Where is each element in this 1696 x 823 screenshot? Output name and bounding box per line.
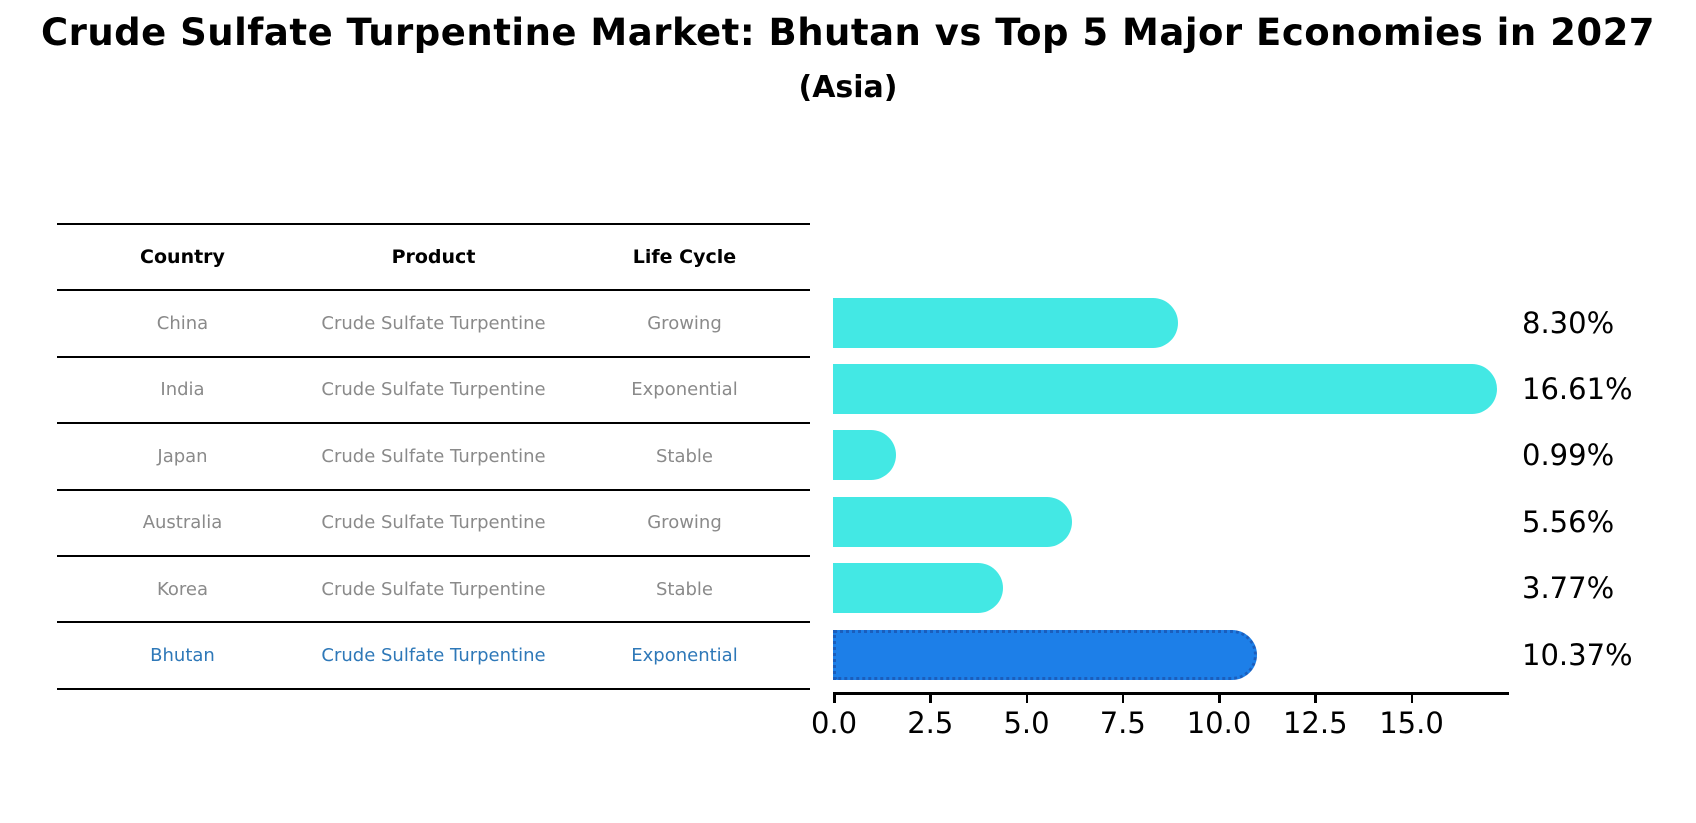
cell-life-cycle: Growing — [647, 313, 722, 335]
bar-china — [833, 297, 1178, 348]
x-axis-tick-label: 10.0 — [1186, 706, 1252, 740]
x-axis-tick-label: 5.0 — [1003, 706, 1050, 740]
x-axis-tick-label: 7.5 — [1099, 706, 1146, 740]
chart-subtitle: (Asia) — [798, 70, 898, 105]
header-product: Product — [391, 246, 476, 269]
table-row-australia: Australia Crude Sulfate Turpentine Growing — [57, 488, 810, 555]
table-header-row: Country Product Life Cycle — [57, 223, 810, 289]
cell-country: Japan — [157, 445, 208, 467]
x-axis-tick-label: 2.5 — [907, 706, 954, 740]
x-axis-tick — [1218, 694, 1221, 703]
cell-life-cycle: Stable — [655, 445, 713, 467]
value-label-korea: 3.77% — [1522, 571, 1615, 606]
value-label-japan: 0.99% — [1522, 438, 1615, 473]
table-row-bhutan: Bhutan Crude Sulfate Turpentine Exponentia… — [57, 621, 810, 687]
cell-product: Crude Sulfate Turpentine — [321, 512, 546, 534]
x-axis-line — [833, 692, 1509, 695]
x-axis-tick-label: 0.0 — [810, 706, 858, 740]
table-row-japan: Japan Crude Sulfate Turpentine Stable — [57, 422, 810, 488]
bar-india — [833, 364, 1498, 414]
x-axis-tick — [1410, 694, 1413, 703]
cell-life-cycle: Stable — [655, 578, 713, 600]
cell-country: China — [156, 313, 209, 335]
bar-australia — [833, 496, 1073, 547]
header-country: Country — [140, 246, 225, 269]
value-label-china: 8.30% — [1522, 305, 1615, 340]
country-table: Country Product Life Cycle China Crude Su… — [57, 223, 810, 690]
x-axis-tick — [1121, 694, 1125, 703]
value-label-australia: 5.56% — [1522, 504, 1615, 539]
cell-country: Australia — [142, 512, 223, 534]
value-label-india: 16.61% — [1522, 372, 1633, 406]
cell-life-cycle: Exponential — [631, 379, 738, 401]
cell-country: Bhutan — [150, 645, 215, 667]
cell-product: Crude Sulfate Turpentine — [321, 578, 546, 600]
cell-life-cycle: Growing — [647, 512, 722, 534]
cell-product: Crude Sulfate Turpentine — [321, 445, 546, 467]
cell-country: India — [160, 379, 205, 401]
table-row-korea: Korea Crude Sulfate Turpentine Stable — [57, 554, 810, 621]
x-axis-tick-label: 15.0 — [1379, 706, 1444, 740]
value-label-bhutan: 10.37% — [1522, 637, 1633, 672]
cell-product: Crude Sulfate Turpentine — [321, 379, 546, 401]
table-row-india: India Crude Sulfate Turpentine Exponential — [57, 355, 810, 422]
bar-korea — [833, 563, 1004, 614]
header-life-cycle: Life Cycle — [632, 246, 737, 269]
x-axis-tick — [1314, 694, 1317, 703]
cell-life-cycle: Exponential — [631, 645, 738, 667]
bar-bhutan — [833, 629, 1258, 680]
x-axis-tick — [1025, 694, 1028, 703]
x-axis-tick-label: 12.5 — [1282, 706, 1348, 740]
table-row-china: China Crude Sulfate Turpentine Growing — [57, 289, 810, 355]
cell-product: Crude Sulfate Turpentine — [321, 645, 546, 667]
x-axis-tick — [929, 694, 932, 703]
x-axis-tick — [833, 694, 836, 703]
chart-title: Crude Sulfate Turpentine Market: Bhutan … — [40, 11, 1656, 54]
cell-country: Korea — [156, 578, 209, 600]
cell-product: Crude Sulfate Turpentine — [321, 313, 546, 335]
bar-japan — [833, 430, 897, 481]
